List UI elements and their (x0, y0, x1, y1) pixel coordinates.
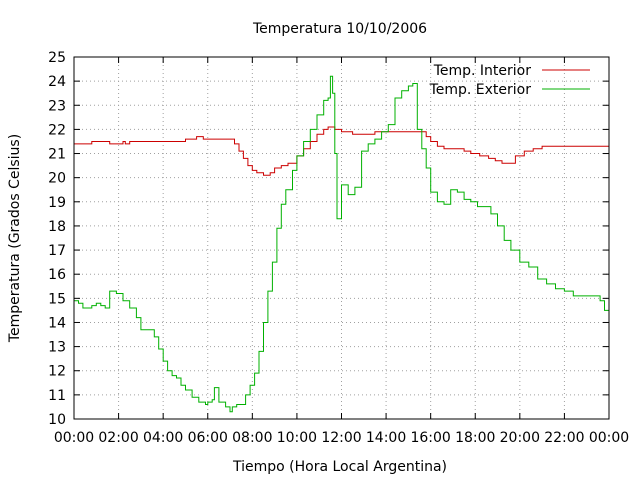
legend-label: Temp. Exterior (429, 82, 532, 98)
x-tick-label: 22:00 (544, 430, 584, 446)
x-tick-label: 12:00 (321, 430, 361, 446)
y-tick-label: 18 (48, 219, 66, 235)
x-tick-label: 06:00 (188, 430, 228, 446)
chart-title: Temperatura 10/10/2006 (252, 21, 427, 37)
x-tick-label: 08:00 (232, 430, 272, 446)
y-tick-label: 11 (48, 388, 66, 404)
plot-frame (73, 56, 610, 420)
y-tick-label: 15 (48, 291, 66, 307)
legend: Temp. Interior Temp. Exterior (429, 63, 590, 98)
legend-label: Temp. Interior (433, 63, 532, 79)
x-tick-label: 14:00 (366, 430, 406, 446)
y-tick-label: 16 (48, 267, 66, 283)
x-tick-label: 16:00 (410, 430, 450, 446)
x-tick-label: 20:00 (500, 430, 540, 446)
y-tick-label: 21 (48, 147, 66, 163)
y-tick-label: 24 (48, 74, 66, 90)
y-tick-label: 22 (48, 122, 66, 138)
y-tick-label: 19 (48, 195, 66, 211)
x-tick-label: 04:00 (143, 430, 183, 446)
series-lines (74, 75, 610, 413)
y-tick-label: 17 (48, 243, 66, 259)
series-line-interior (74, 126, 610, 176)
x-tick-label: 18:00 (455, 430, 495, 446)
x-tick-label: 02:00 (98, 430, 138, 446)
series-line-exterior (74, 75, 610, 413)
y-tick-label: 13 (48, 340, 66, 356)
y-tick-label: 14 (48, 315, 66, 331)
y-tick-label: 23 (48, 98, 66, 114)
y-axis-label: Temperatura (Grados Celsius) (7, 134, 23, 343)
grid-lines (74, 57, 609, 419)
x-tick-label: 00:00 (589, 430, 629, 446)
y-tick-label: 12 (48, 364, 66, 380)
x-tick-label: 00:00 (54, 430, 94, 446)
y-tick-label: 20 (48, 171, 66, 187)
x-axis-label: Tiempo (Hora Local Argentina) (232, 459, 447, 475)
y-tick-label: 10 (48, 412, 66, 428)
x-tick-label: 10:00 (277, 430, 317, 446)
y-tick-label: 25 (48, 50, 66, 66)
